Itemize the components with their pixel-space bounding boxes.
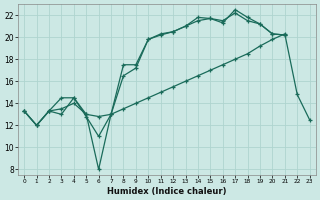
X-axis label: Humidex (Indice chaleur): Humidex (Indice chaleur) [107,187,227,196]
